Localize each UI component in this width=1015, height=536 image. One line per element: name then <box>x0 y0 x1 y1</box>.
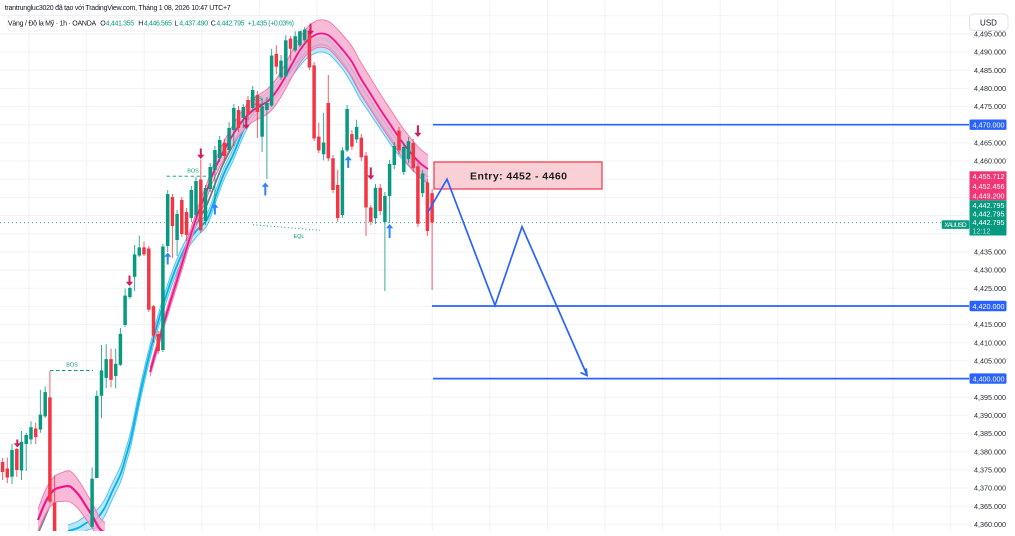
svg-text:4,441.355: 4,441.355 <box>106 21 134 28</box>
svg-text:4,410.000: 4,410.000 <box>974 338 1006 347</box>
svg-text:4,385.000: 4,385.000 <box>974 429 1006 438</box>
svg-text:USD: USD <box>980 18 997 27</box>
svg-text:Entry: 4452 - 4460: Entry: 4452 - 4460 <box>470 171 567 183</box>
svg-text:4,452.456: 4,452.456 <box>973 182 1005 191</box>
svg-text:4,365.000: 4,365.000 <box>974 502 1006 511</box>
svg-text:+1.435 (+0.03%): +1.435 (+0.03%) <box>248 21 294 28</box>
svg-text:XAUUSD: XAUUSD <box>944 222 967 229</box>
svg-text:4,446.565: 4,446.565 <box>144 21 172 28</box>
svg-text:BOS: BOS <box>187 169 199 175</box>
svg-text:4,455.712: 4,455.712 <box>973 172 1005 181</box>
svg-text:4,490.000: 4,490.000 <box>974 48 1006 57</box>
svg-text:4,430.000: 4,430.000 <box>974 266 1006 275</box>
svg-text:4,420.000: 4,420.000 <box>973 302 1005 311</box>
svg-text:4,405.000: 4,405.000 <box>974 357 1006 366</box>
svg-text:4,495.000: 4,495.000 <box>974 30 1006 39</box>
svg-text:4,480.000: 4,480.000 <box>974 84 1006 93</box>
svg-text:C: C <box>211 21 216 28</box>
svg-text:4,470.000: 4,470.000 <box>973 121 1005 130</box>
svg-text:4,442.795: 4,442.795 <box>973 218 1005 227</box>
svg-text:4,400.000: 4,400.000 <box>973 374 1005 383</box>
svg-text:4,415.000: 4,415.000 <box>974 320 1006 329</box>
svg-text:4,460.000: 4,460.000 <box>974 157 1006 166</box>
svg-text:4,449.200: 4,449.200 <box>973 192 1005 201</box>
svg-text:4,442.795: 4,442.795 <box>216 21 244 28</box>
svg-text:Vàng / Đô la Mỹ · 1h · OANDA: Vàng / Đô la Mỹ · 1h · OANDA <box>8 21 97 28</box>
svg-text:4,475.000: 4,475.000 <box>974 102 1006 111</box>
svg-text:4,395.000: 4,395.000 <box>974 393 1006 402</box>
svg-text:4,437.490: 4,437.490 <box>179 21 208 28</box>
svg-text:4,370.000: 4,370.000 <box>974 484 1006 493</box>
svg-text:H: H <box>138 21 143 28</box>
svg-text:4,485.000: 4,485.000 <box>974 66 1006 75</box>
svg-text:BOS: BOS <box>250 97 262 103</box>
svg-text:12:12: 12:12 <box>973 226 991 235</box>
svg-text:trantrungluc3020 đã tạo với Tr: trantrungluc3020 đã tạo với TradingView.… <box>5 5 231 12</box>
svg-text:4,380.000: 4,380.000 <box>974 447 1006 456</box>
svg-text:4,375.000: 4,375.000 <box>974 466 1006 475</box>
svg-text:4,425.000: 4,425.000 <box>974 284 1006 293</box>
svg-text:BOS: BOS <box>66 363 78 369</box>
svg-text:EQL: EQL <box>293 234 304 240</box>
svg-text:4,435.000: 4,435.000 <box>974 248 1006 257</box>
svg-text:4,442.795: 4,442.795 <box>973 210 1005 219</box>
svg-text:4,360.000: 4,360.000 <box>974 520 1006 529</box>
svg-text:4,465.000: 4,465.000 <box>974 139 1006 148</box>
svg-text:4,390.000: 4,390.000 <box>974 411 1006 420</box>
svg-text:4,442.795: 4,442.795 <box>973 201 1005 210</box>
svg-text:L: L <box>174 21 178 28</box>
svg-text:O: O <box>100 21 106 28</box>
